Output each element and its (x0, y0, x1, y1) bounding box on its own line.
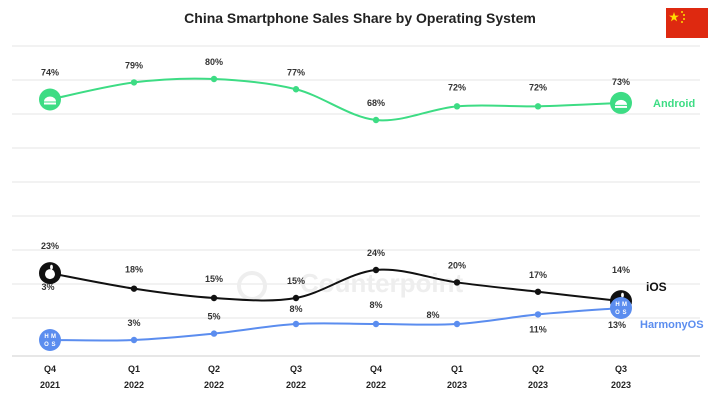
android-data-label: 80% (205, 57, 223, 67)
x-tick-year: 2023 (528, 380, 548, 390)
harmonyos-data-label: 5% (207, 312, 220, 322)
ios-data-label: 17% (529, 270, 547, 280)
harmonyos-point (453, 320, 461, 328)
watermark-text: Counterpoint (300, 268, 464, 298)
legend-android: Android (653, 98, 695, 110)
x-tick-year: 2023 (447, 380, 467, 390)
android-data-label: 72% (448, 82, 466, 92)
china-flag-icon (666, 8, 708, 38)
apple-icon (39, 262, 61, 285)
android-data-label: 77% (287, 67, 305, 77)
x-tick-quarter: Q2 (208, 364, 220, 374)
x-tick-year: 2023 (611, 380, 631, 390)
harmonyos-icon: H MO S (610, 297, 632, 319)
android-data-label: 73% (612, 77, 630, 87)
harmonyos-point (292, 320, 300, 328)
android-icon (610, 91, 632, 114)
ios-line (49, 268, 622, 303)
harmonyos-point (372, 320, 380, 328)
android-icon (39, 88, 61, 111)
legend-harmonyos: HarmonyOS (640, 319, 704, 331)
x-tick-quarter: Q4 (44, 364, 56, 374)
android-point (372, 116, 380, 124)
svg-text:S: S (51, 342, 55, 348)
android-point (210, 75, 218, 83)
x-tick-quarter: Q1 (128, 364, 140, 374)
ios-point (453, 279, 461, 286)
android-data-label: 68% (367, 98, 385, 108)
x-tick-year: 2022 (124, 380, 144, 390)
svg-text:H: H (615, 302, 619, 308)
svg-text:M: M (622, 302, 627, 308)
ios-point (210, 294, 218, 302)
ios-data-label: 15% (205, 274, 223, 284)
chart-title: China Smartphone Sales Share by Operatin… (184, 10, 536, 26)
ios-point (292, 294, 300, 302)
ios-point (372, 266, 380, 274)
harmonyos-data-label: 3% (127, 318, 140, 328)
android-data-label: 79% (125, 60, 143, 70)
ios-data-label: 18% (125, 265, 143, 275)
x-tick-year: 2022 (366, 380, 386, 390)
ios-data-label: 20% (448, 260, 466, 270)
legend-ios: iOS (646, 280, 667, 294)
ios-data-label: 14% (612, 265, 630, 275)
harmonyos-data-label: 8% (369, 300, 382, 310)
svg-text:O: O (44, 342, 49, 348)
ios-data-label: 15% (287, 276, 305, 286)
harmonyos-point (534, 311, 542, 318)
x-tick-year: 2022 (204, 380, 224, 390)
x-tick-year: 2021 (40, 380, 60, 390)
harmonyos-data-label: 13% (608, 320, 626, 330)
ios-data-label: 23% (41, 241, 59, 251)
ios-point (534, 288, 542, 295)
svg-text:O: O (615, 310, 620, 316)
svg-text:H: H (44, 334, 48, 340)
svg-text:S: S (622, 310, 626, 316)
x-tick-quarter: Q1 (451, 364, 463, 374)
ios-point (130, 285, 138, 292)
watermark-logo-icon (237, 271, 267, 301)
harmonyos-data-label: 11% (529, 324, 547, 334)
x-tick-quarter: Q3 (615, 364, 627, 374)
harmonyos-line (49, 307, 622, 342)
android-data-label: 74% (41, 68, 59, 78)
svg-text:M: M (51, 334, 56, 340)
x-tick-year: 2022 (286, 380, 306, 390)
android-point (292, 86, 300, 93)
harmonyos-point (130, 336, 138, 344)
android-line (49, 77, 622, 122)
ios-data-label: 24% (367, 248, 385, 258)
android-data-label: 72% (529, 82, 547, 92)
harmonyos-data-label: 8% (426, 310, 439, 320)
harmonyos-data-label: 3% (41, 282, 54, 292)
x-tick-quarter: Q3 (290, 364, 302, 374)
harmonyos-point (210, 330, 218, 337)
android-point (453, 103, 461, 110)
android-point (130, 79, 138, 86)
android-point (534, 103, 542, 110)
harmonyos-icon: H MO S (39, 329, 61, 351)
harmonyos-data-label: 8% (289, 304, 302, 314)
x-tick-quarter: Q4 (370, 364, 382, 374)
x-tick-quarter: Q2 (532, 364, 544, 374)
